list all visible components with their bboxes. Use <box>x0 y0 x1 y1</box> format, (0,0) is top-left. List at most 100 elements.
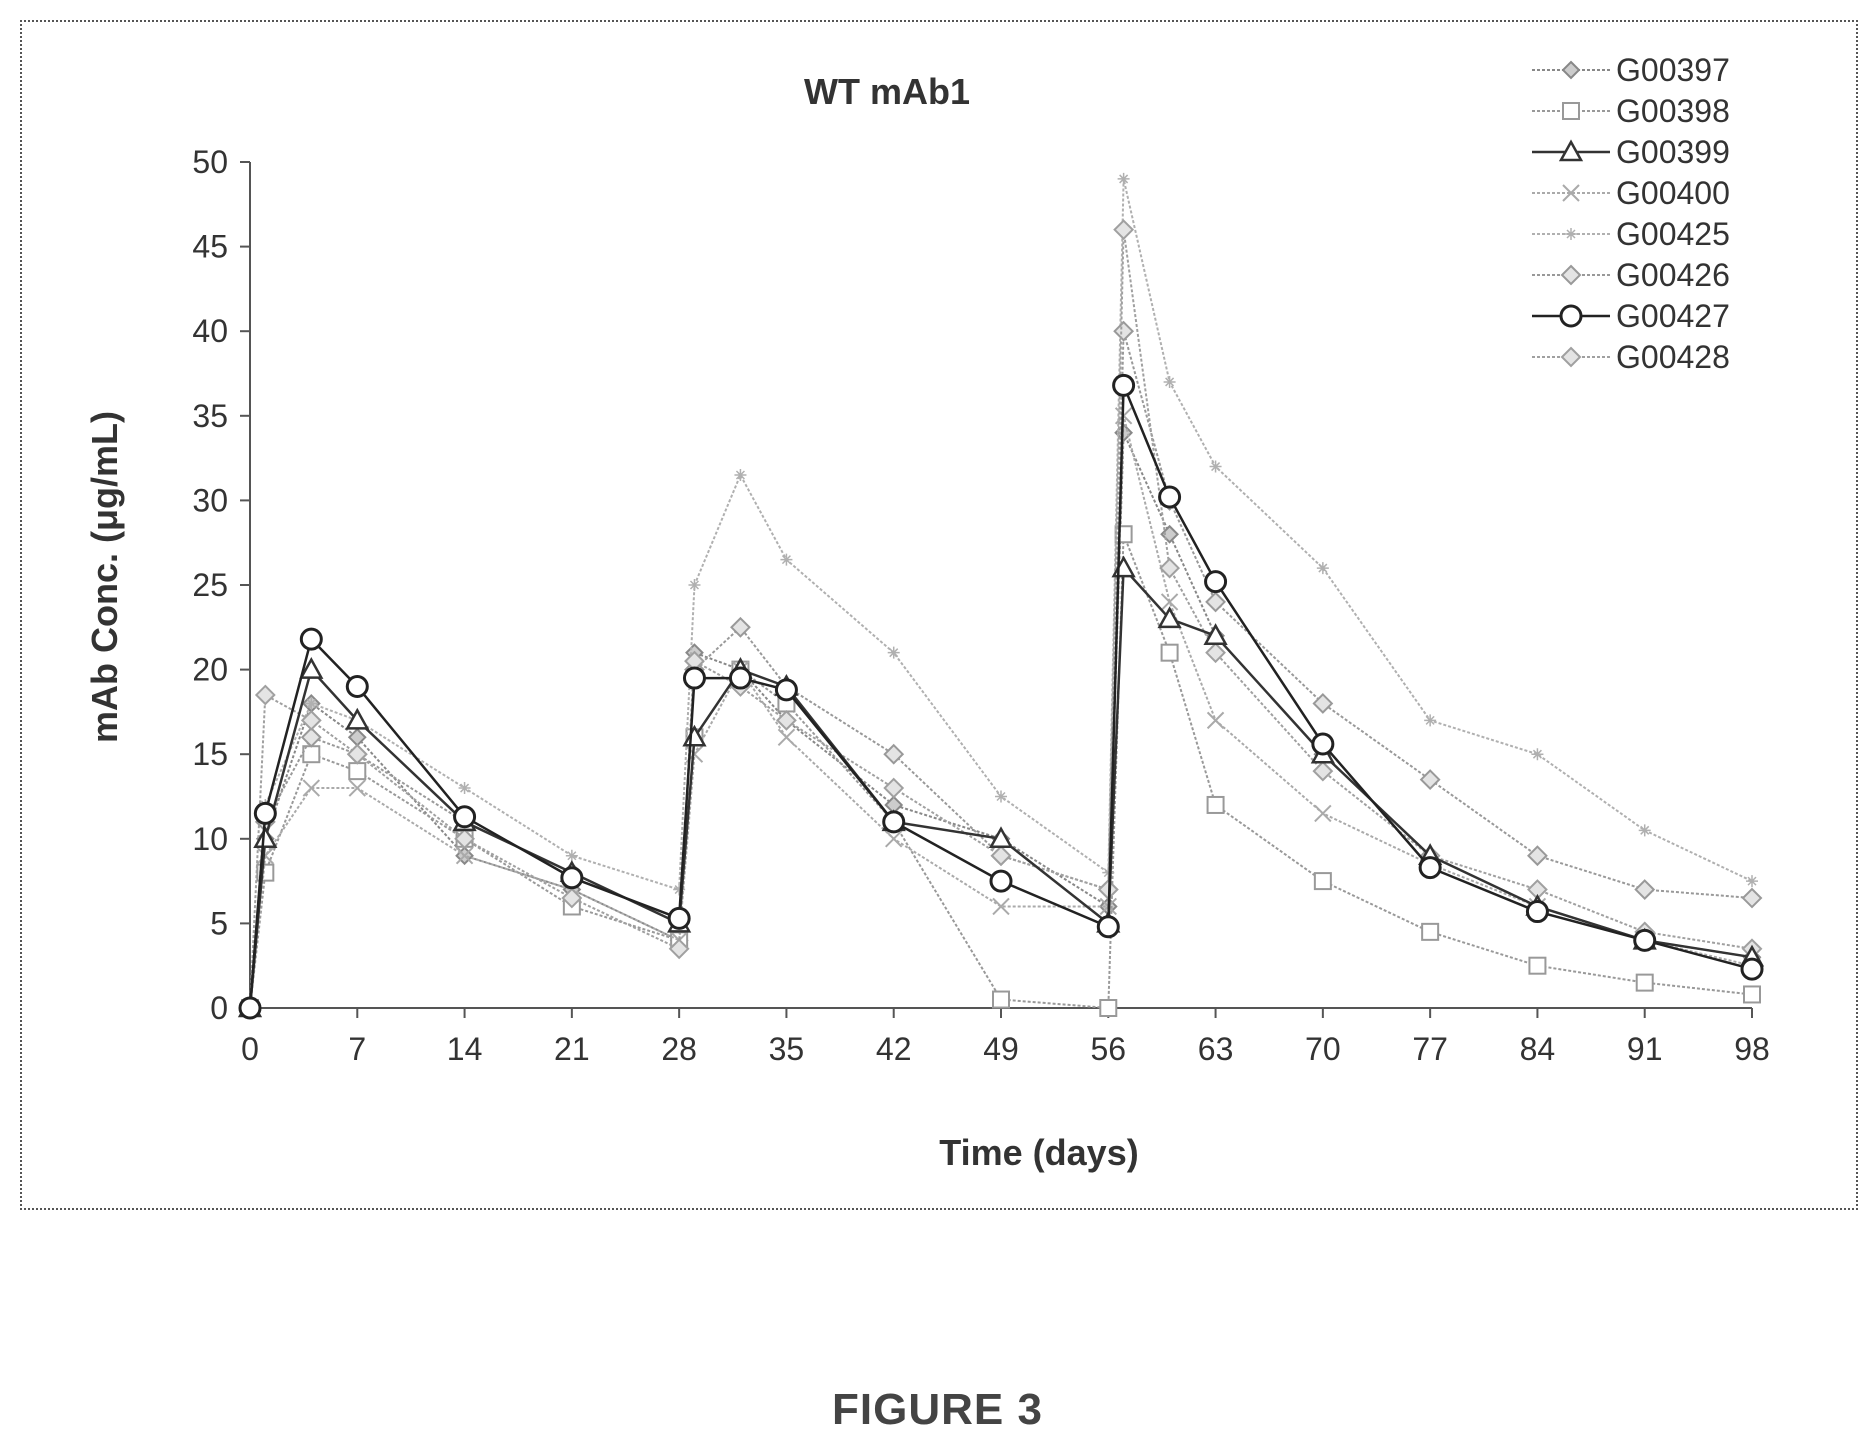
y-tick-label: 5 <box>210 905 228 941</box>
data-point <box>1316 562 1329 575</box>
data-point <box>560 866 584 890</box>
x-tick-label: 63 <box>1198 1031 1234 1067</box>
data-point <box>346 743 368 765</box>
x-tick-label: 21 <box>554 1031 590 1067</box>
legend-item: G00428 <box>1532 339 1730 375</box>
legend-marker <box>1565 228 1577 240</box>
legend: G00397 G00398 G00399 G00400 G00425 G00426 G004… <box>1532 52 1730 375</box>
y-tick-label: 10 <box>192 821 228 857</box>
data-point <box>1203 623 1228 646</box>
series-G00398 <box>241 525 1761 1017</box>
series-G00399 <box>237 555 1765 1018</box>
data-point <box>668 938 690 960</box>
data-point <box>990 845 1012 867</box>
y-tick-label: 35 <box>192 398 228 434</box>
legend-marker <box>1562 102 1580 120</box>
data-point <box>780 553 793 566</box>
legend-item: G00399 <box>1532 134 1730 170</box>
data-point <box>885 830 903 848</box>
legend-marker <box>1561 60 1581 80</box>
legend-label: G00398 <box>1616 93 1730 129</box>
x-tick-label: 70 <box>1305 1031 1341 1067</box>
data-point <box>345 707 370 730</box>
y-axis-label: mAb Conc. (μg/mL) <box>84 411 125 743</box>
data-point <box>1531 748 1544 761</box>
data-point <box>1743 985 1761 1004</box>
data-point <box>1113 219 1135 241</box>
series-G00427 <box>238 373 1764 1020</box>
data-point <box>345 675 369 699</box>
series-G00400 <box>241 407 1761 1017</box>
data-point <box>1158 485 1182 509</box>
data-point <box>774 678 798 702</box>
data-point <box>1160 593 1179 611</box>
data-point <box>667 906 691 930</box>
legend-marker <box>1560 264 1582 286</box>
data-point <box>1638 824 1651 837</box>
data-point <box>988 826 1014 849</box>
legend-item: G00426 <box>1532 257 1730 293</box>
legend-marker <box>1560 346 1582 368</box>
data-point <box>1419 769 1441 790</box>
legend-label: G00427 <box>1616 298 1730 334</box>
data-point <box>1112 373 1136 397</box>
x-tick-label: 28 <box>661 1031 697 1067</box>
data-point <box>673 883 686 896</box>
legend-label: G00428 <box>1616 339 1730 375</box>
data-point <box>253 826 278 849</box>
data-point <box>305 697 318 710</box>
legend-label: G00425 <box>1616 216 1730 252</box>
legend-marker <box>1562 184 1580 202</box>
x-tick-label: 49 <box>983 1031 1019 1067</box>
data-point <box>883 743 905 765</box>
data-point <box>682 666 706 690</box>
data-point <box>453 805 477 829</box>
data-point <box>1528 956 1547 975</box>
data-point <box>1421 922 1440 941</box>
data-point <box>458 782 471 795</box>
data-point <box>1424 714 1437 727</box>
data-point <box>728 666 752 690</box>
data-point <box>256 847 275 865</box>
y-tick-label: 50 <box>192 144 228 180</box>
legend-label: G00399 <box>1616 134 1730 170</box>
data-point <box>454 828 475 850</box>
data-point <box>348 762 367 781</box>
data-point <box>1418 856 1442 880</box>
series-line <box>249 415 1753 1009</box>
data-point <box>1527 845 1548 867</box>
data-point <box>1205 642 1226 664</box>
x-tick-label: 14 <box>447 1031 483 1067</box>
data-point <box>1204 570 1228 594</box>
x-tick-label: 35 <box>769 1031 805 1067</box>
legend-marker <box>1558 139 1584 162</box>
data-point <box>1314 804 1332 823</box>
data-point <box>777 728 796 746</box>
y-tick-label: 0 <box>210 990 228 1026</box>
axes: 0 5 10 15 20 25 30 35 40 45 50 0 7 14 21 28 35 42 49 56 63 70… <box>192 144 1769 1067</box>
legend-item: G00427 <box>1532 298 1730 334</box>
y-tick-label: 25 <box>192 567 228 603</box>
data-point <box>1096 915 1120 939</box>
data-point <box>1113 320 1135 342</box>
series-G00397 <box>240 423 1762 1018</box>
data-point <box>882 810 906 834</box>
series-line <box>249 432 1753 1009</box>
legend-label: G00397 <box>1616 52 1730 88</box>
data-point <box>299 627 323 651</box>
data-point <box>254 684 276 706</box>
x-tick-label: 77 <box>1412 1031 1448 1067</box>
data-point <box>455 847 474 865</box>
data-point <box>1312 693 1334 714</box>
data-point <box>302 779 321 797</box>
x-axis-label: Time (days) <box>939 1132 1138 1173</box>
data-point <box>989 869 1013 893</box>
legend-item: G00397 <box>1532 52 1730 88</box>
data-point <box>1159 557 1181 579</box>
data-point <box>1163 375 1176 388</box>
data-point <box>1205 591 1226 613</box>
data-point <box>299 657 324 679</box>
y-tick-label: 20 <box>192 652 228 688</box>
data-point <box>1741 887 1763 909</box>
data-point <box>1633 928 1657 952</box>
